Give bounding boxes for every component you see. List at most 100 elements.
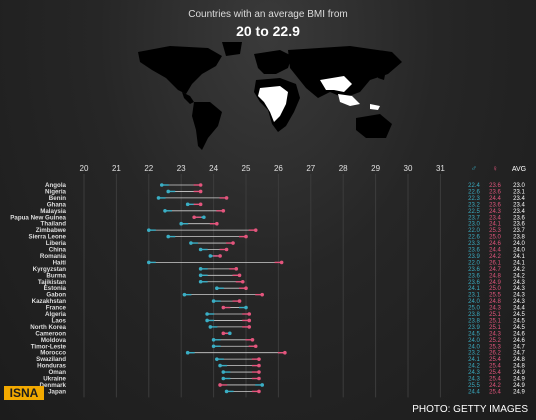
avg-value: 23.6 [513, 215, 525, 221]
country-label: Malaysia [40, 208, 66, 215]
country-label: Honduras [37, 363, 66, 370]
chart-row: Tajikistan 23.6 24.9 24.3 [38, 279, 526, 286]
female-value: 24.6 [489, 241, 501, 247]
chart-grid [83, 174, 441, 398]
country-label: Sierra Leone [29, 234, 67, 241]
country-label: Swaziland [36, 356, 66, 363]
male-point [205, 312, 209, 316]
avg-value: 24.6 [513, 331, 525, 337]
avg-value: 24.3 [513, 286, 525, 292]
country-label: Romania [40, 253, 67, 260]
country-label: Kyrgyzstan [33, 266, 67, 273]
chart-row: Swaziland 24.1 25.4 24.8 [36, 356, 525, 363]
female-value: 25.1 [489, 312, 501, 318]
country-label: France [46, 305, 67, 312]
male-point [198, 279, 203, 284]
chart-row: Zimbabwe 22.0 25.3 23.7 [36, 227, 526, 234]
female-point [221, 305, 226, 310]
female-value: 25.1 [489, 318, 501, 324]
female-value: 24.1 [489, 222, 501, 228]
country-label: Gabon [46, 292, 66, 299]
chart-row: Cameroon 24.5 24.3 24.6 [35, 330, 525, 337]
country-label: Estonia [44, 285, 67, 292]
avg-value: 24.5 [513, 325, 525, 331]
avg-value: 24.3 [513, 299, 525, 305]
male-point [159, 183, 164, 187]
female-value: 24.3 [489, 306, 501, 312]
male-value: 24.0 [468, 299, 480, 305]
female-point [198, 183, 203, 187]
map-highlight-png [370, 104, 380, 110]
map-japan [378, 68, 386, 80]
chart-row: Moldova 24.0 25.2 24.6 [41, 337, 526, 344]
female-point [192, 215, 196, 220]
female-point [215, 221, 219, 226]
avg-value: 24.7 [513, 344, 525, 350]
male-value: 23.6 [468, 267, 480, 273]
male-value: 23.1 [468, 293, 480, 299]
chart-row: Japan 24.4 25.4 24.9 [48, 388, 525, 395]
female-point [237, 299, 242, 303]
female-point [198, 202, 203, 207]
female-point [283, 350, 287, 355]
female-value: 24.2 [489, 383, 501, 389]
avg-value: 24.9 [513, 377, 525, 383]
male-point [224, 389, 229, 394]
chart-row: Haiti 22.0 26.1 24.1 [53, 259, 526, 266]
female-value: 23.6 [489, 183, 501, 189]
map-australia [356, 114, 392, 138]
male-value: 25.0 [468, 306, 480, 312]
female-value: 24.8 [489, 273, 501, 279]
female-point [250, 338, 255, 342]
female-point [237, 273, 242, 278]
avg-value: 23.4 [513, 209, 525, 215]
x-tick-23: 23 [177, 164, 186, 173]
chart-row: Ghana 23.2 23.6 23.4 [47, 201, 526, 208]
male-value: 23.2 [468, 202, 480, 208]
map-highlight-asia [320, 76, 352, 92]
x-tick-25: 25 [242, 164, 251, 173]
male-point [244, 305, 248, 310]
chart-title-line1: Countries with an average BMI from [188, 9, 348, 20]
country-label: Zimbabwe [36, 227, 67, 234]
female-value: 25.4 [489, 389, 501, 395]
male-point [211, 338, 216, 342]
chart-row: Honduras 24.2 25.4 24.8 [37, 363, 525, 370]
male-point [156, 196, 161, 200]
male-point [215, 286, 219, 290]
avg-value: 24.1 [513, 260, 525, 266]
male-value: 24.4 [468, 389, 480, 395]
chart-row: Nigeria 22.6 23.6 23.1 [45, 188, 525, 195]
avg-value: 24.2 [513, 267, 525, 273]
male-point [182, 292, 187, 297]
chart-row: China 23.6 24.4 24.0 [49, 247, 526, 254]
male-point [205, 318, 209, 323]
female-point [244, 234, 248, 239]
country-label: Tajikistan [38, 279, 66, 286]
female-value: 25.3 [489, 344, 501, 350]
avg-value: 24.9 [513, 370, 525, 376]
male-point [228, 331, 232, 336]
country-label: Moldova [41, 337, 67, 344]
male-point [221, 376, 226, 381]
female-point [247, 325, 252, 329]
male-value: 22.6 [468, 189, 480, 195]
map-europe [254, 50, 292, 74]
male-value: 22.0 [468, 228, 480, 234]
chart-row: Kazakhstan 24.0 24.8 24.3 [32, 298, 526, 305]
male-value: 22.0 [468, 260, 480, 266]
male-point [218, 363, 222, 368]
male-point [166, 189, 171, 194]
country-label: Kazakhstan [32, 298, 67, 305]
avg-value: 24.7 [513, 351, 525, 357]
map-south-america [192, 102, 222, 150]
chart-row: Morocco 23.2 26.2 24.7 [40, 350, 525, 357]
country-label: Thailand [41, 221, 67, 228]
map-highlight-seasia [338, 94, 360, 106]
country-label: Benin [49, 195, 66, 202]
female-value: 24.4 [489, 248, 501, 254]
female-value: 25.3 [489, 228, 501, 234]
avg-value: 24.0 [513, 248, 525, 254]
female-point [253, 344, 258, 349]
male-value: 23.0 [468, 222, 480, 228]
